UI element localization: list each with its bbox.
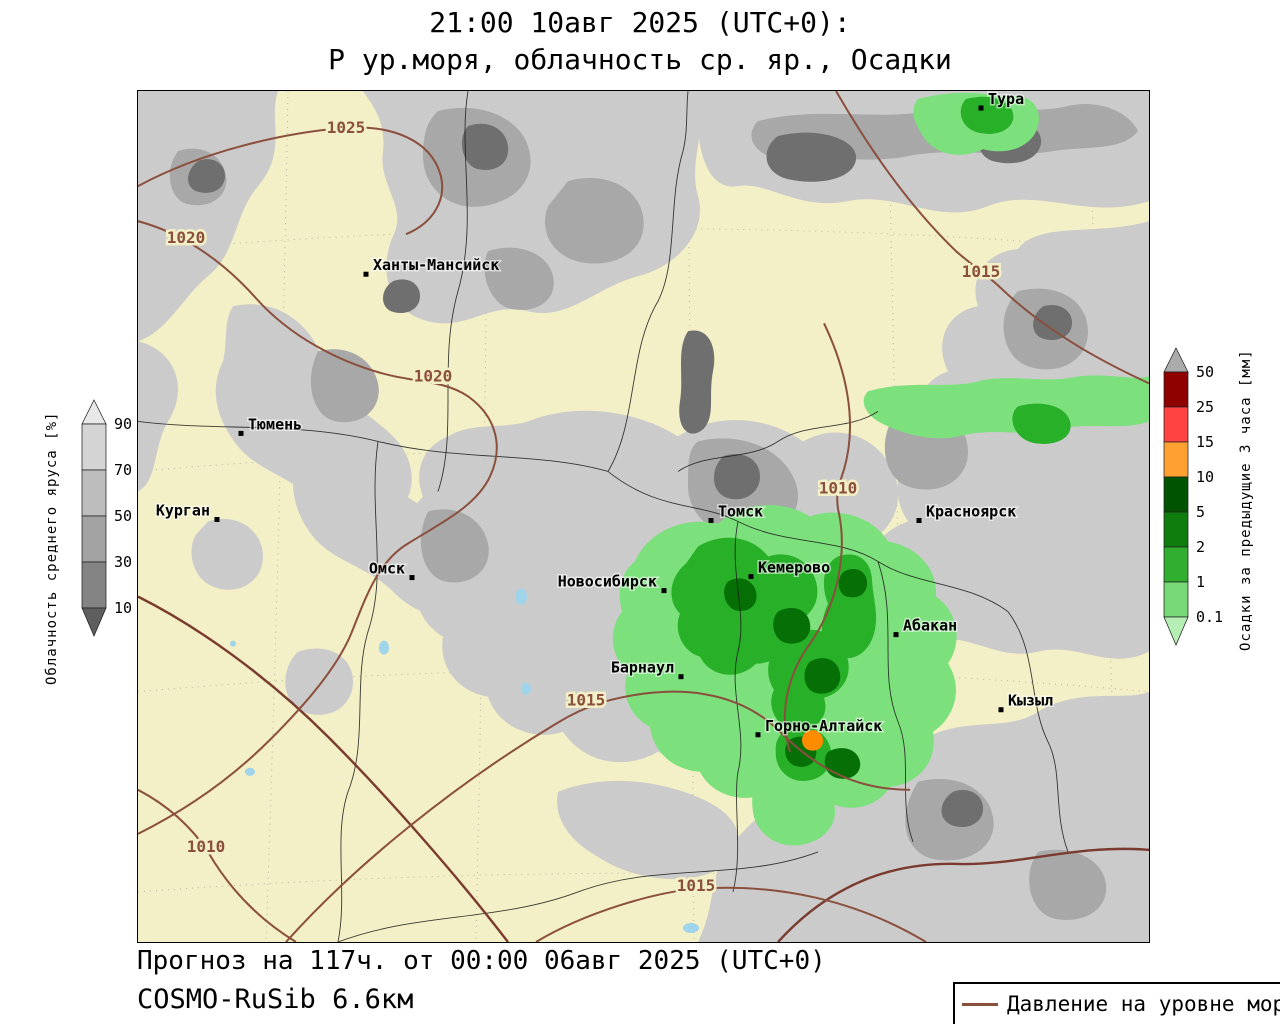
city-marker bbox=[998, 707, 1004, 713]
cloud-colorbar-label: Облачность среднего яруса [%] bbox=[44, 411, 60, 685]
model-name: COSMO-RuSib 6.6км bbox=[137, 984, 414, 1015]
colorbar-arrow-bottom bbox=[81, 607, 107, 637]
colorbar-segment bbox=[1163, 511, 1189, 548]
isobars-layer bbox=[138, 91, 1149, 942]
city-label: Тюмень bbox=[248, 415, 302, 433]
city-marker bbox=[409, 575, 415, 581]
title-line-2: P ур.моря, облачность ср. яр., Осадки bbox=[328, 43, 952, 76]
isobar-labels-layer: 1025 1020 1020 1015 1010 1015 1010 1015 bbox=[164, 116, 1003, 898]
colorbar-tick: 50 bbox=[114, 507, 132, 525]
city-label: Кемерово bbox=[758, 559, 830, 577]
cities-layer: Тура Ханты-Мансийск Тюмень Курган Омск Томск К… bbox=[154, 91, 1055, 738]
colorbar-tick: 10 bbox=[114, 599, 132, 617]
lakes-layer bbox=[230, 588, 699, 933]
colorbar-segment bbox=[81, 515, 107, 563]
colorbar-arrow-top bbox=[81, 399, 107, 425]
precip-colorbar-label: Осадки за предыдущие 3 часа [мм] bbox=[1238, 349, 1254, 651]
colorbar-tick: 15 bbox=[1196, 433, 1214, 451]
colorbar-segment bbox=[1163, 371, 1189, 408]
city-label: Новосибирск bbox=[558, 573, 657, 591]
colorbar-segment bbox=[1163, 546, 1189, 583]
colorbar-tick: 50 bbox=[1196, 363, 1214, 381]
precip-colorbar: 50 25 15 10 5 2 1 0.1 bbox=[1163, 347, 1223, 646]
city-marker bbox=[708, 518, 714, 524]
cloud-colorbar: 90 70 50 30 10 bbox=[81, 399, 132, 637]
colorbar-segment bbox=[1163, 441, 1189, 478]
city-label: Ханты-Мансийск bbox=[373, 256, 499, 274]
isobar-label: 1015 bbox=[962, 262, 1001, 281]
city-label: Тура bbox=[988, 91, 1024, 108]
clouds-dark-layer bbox=[187, 118, 1073, 828]
city-marker bbox=[214, 517, 220, 523]
colorbar-tick: 70 bbox=[114, 461, 132, 479]
colorbar-segment bbox=[81, 469, 107, 517]
city-label: Красноярск bbox=[926, 502, 1016, 520]
colorbar-tick: 1 bbox=[1196, 573, 1205, 591]
city-marker bbox=[238, 430, 244, 436]
city-label: Курган bbox=[156, 501, 210, 519]
city-label: Абакан bbox=[903, 617, 957, 635]
city-marker bbox=[363, 271, 369, 277]
city-marker bbox=[678, 674, 684, 680]
page-header: 21:00 10авг 2025 (UTC+0): P ур.моря, обл… bbox=[0, 4, 1280, 78]
city-marker bbox=[893, 632, 899, 638]
isobar-label: 1025 bbox=[327, 118, 366, 137]
isobar-label: 1010 bbox=[187, 837, 226, 856]
pressure-legend: Давление на уровне моря bbox=[953, 982, 1280, 1024]
admin-borders-layer bbox=[138, 91, 1069, 942]
city-label: Томск bbox=[718, 502, 763, 520]
colorbar-arrow-top bbox=[1163, 347, 1189, 373]
colorbar-segment bbox=[1163, 406, 1189, 443]
forecast-map: 1025 1020 1020 1015 1010 1015 1010 1015 Тура Хан… bbox=[137, 90, 1150, 943]
precip-intense-layer bbox=[802, 730, 824, 751]
isobar-label: 1015 bbox=[677, 876, 716, 895]
city-marker bbox=[748, 574, 754, 580]
colorbar-tick: 25 bbox=[1196, 398, 1214, 416]
colorbar-segment bbox=[1163, 476, 1189, 513]
colorbar-tick: 2 bbox=[1196, 538, 1205, 556]
city-label: Барнаул bbox=[611, 659, 674, 677]
pressure-legend-text: Давление на уровне моря bbox=[1007, 992, 1280, 1016]
colorbar-segment bbox=[1163, 581, 1189, 618]
colorbar-segment bbox=[81, 561, 107, 609]
city-label: Омск bbox=[369, 560, 405, 578]
colorbar-tick: 30 bbox=[114, 553, 132, 571]
isobar-label: 1020 bbox=[414, 366, 453, 385]
isobar-label: 1020 bbox=[167, 228, 206, 247]
isobar-label: 1015 bbox=[567, 691, 606, 710]
pressure-line-sample bbox=[962, 1002, 998, 1006]
map-svg: 1025 1020 1020 1015 1010 1015 1010 1015 Тура Хан… bbox=[138, 91, 1149, 942]
city-label: Горно-Алтайск bbox=[765, 717, 882, 735]
city-marker bbox=[661, 588, 667, 594]
city-marker bbox=[978, 105, 984, 111]
title-line-1: 21:00 10авг 2025 (UTC+0): bbox=[429, 6, 851, 39]
forecast-info: Прогноз на 117ч. от 00:00 06авг 2025 (UT… bbox=[137, 946, 826, 976]
colorbar-segment bbox=[81, 423, 107, 471]
colorbar-tick: 10 bbox=[1196, 468, 1214, 486]
city-marker bbox=[755, 732, 761, 738]
colorbar-tick: 0.1 bbox=[1196, 608, 1223, 626]
city-marker bbox=[916, 518, 922, 524]
colorbar-tick: 90 bbox=[114, 415, 132, 433]
colorbar-arrow-bottom bbox=[1163, 616, 1189, 646]
isobar-label: 1010 bbox=[819, 478, 858, 497]
city-label: Кызыл bbox=[1008, 692, 1053, 710]
colorbar-tick: 5 bbox=[1196, 503, 1205, 521]
